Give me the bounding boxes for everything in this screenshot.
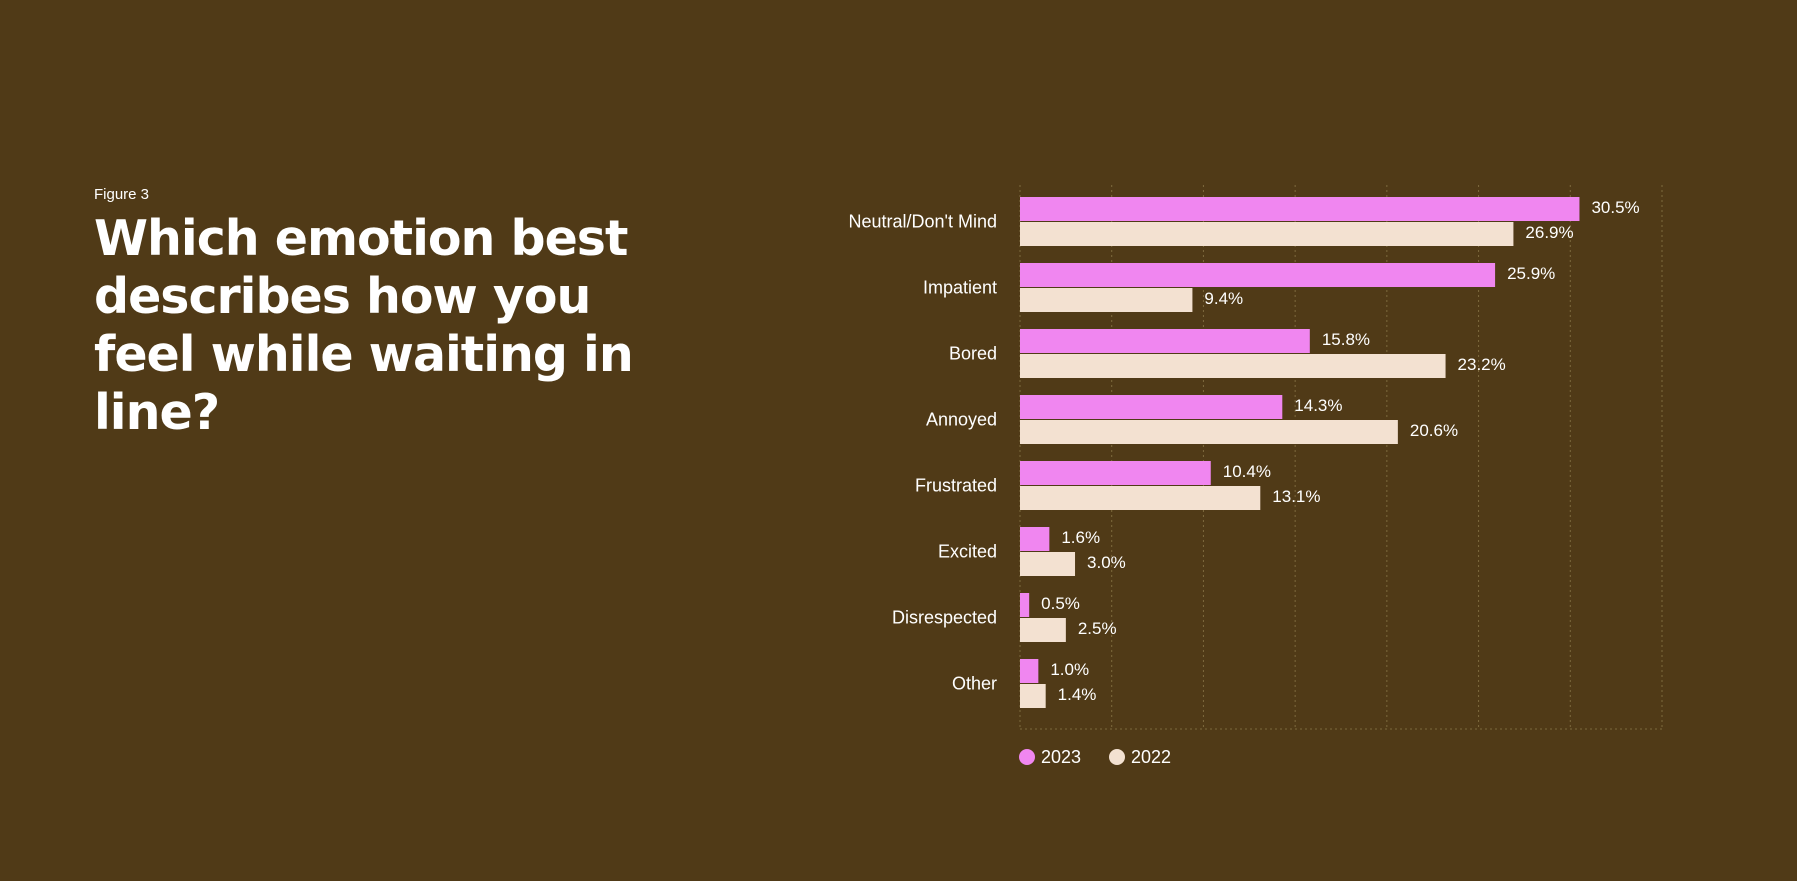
data-label-2023: 15.8% bbox=[1322, 330, 1370, 349]
category-label: Disrespected bbox=[892, 608, 997, 628]
data-label-2022: 2.5% bbox=[1078, 619, 1117, 638]
data-label-2022: 23.2% bbox=[1458, 355, 1506, 374]
legend-swatch-2022 bbox=[1109, 749, 1125, 765]
bar-2022 bbox=[1020, 288, 1193, 312]
data-label-2023: 1.6% bbox=[1061, 528, 1100, 547]
bar-2022 bbox=[1020, 618, 1066, 642]
category-label: Excited bbox=[938, 542, 997, 562]
legend-label-2023: 2023 bbox=[1041, 747, 1081, 767]
data-label-2023: 25.9% bbox=[1507, 264, 1555, 283]
data-label-2023: 1.0% bbox=[1050, 660, 1089, 679]
legend-label-2022: 2022 bbox=[1131, 747, 1171, 767]
category-label: Bored bbox=[949, 344, 997, 364]
bar-2023 bbox=[1020, 659, 1039, 683]
bar-2022 bbox=[1020, 552, 1076, 576]
category-label: Other bbox=[952, 674, 997, 694]
data-label-2023: 14.3% bbox=[1294, 396, 1342, 415]
bar-2023 bbox=[1020, 593, 1030, 617]
data-label-2022: 26.9% bbox=[1525, 223, 1573, 242]
bar-2022 bbox=[1020, 486, 1261, 510]
bar-2022 bbox=[1020, 420, 1398, 444]
data-label-2023: 30.5% bbox=[1591, 198, 1639, 217]
bar-2023 bbox=[1020, 197, 1580, 221]
data-label-2022: 20.6% bbox=[1410, 421, 1458, 440]
bar-2022 bbox=[1020, 222, 1514, 246]
data-label-2022: 13.1% bbox=[1272, 487, 1320, 506]
category-label: Frustrated bbox=[915, 476, 997, 496]
legend-swatch-2023 bbox=[1019, 749, 1035, 765]
figure-label: Figure 3 bbox=[94, 186, 150, 203]
bar-2023 bbox=[1020, 527, 1050, 551]
category-label: Impatient bbox=[923, 278, 997, 298]
chart-title: Which emotion best describes how you fee… bbox=[94, 210, 634, 441]
category-label: Annoyed bbox=[926, 410, 997, 430]
bar-2022 bbox=[1020, 684, 1046, 708]
data-label-2022: 3.0% bbox=[1087, 553, 1126, 572]
data-label-2023: 10.4% bbox=[1223, 462, 1271, 481]
data-label-2023: 0.5% bbox=[1041, 594, 1080, 613]
bar-2023 bbox=[1020, 395, 1283, 419]
data-label-2022: 9.4% bbox=[1204, 289, 1243, 308]
bar-2023 bbox=[1020, 461, 1211, 485]
bar-2023 bbox=[1020, 329, 1310, 353]
data-label-2022: 1.4% bbox=[1058, 685, 1097, 704]
category-label: Neutral/Don't Mind bbox=[849, 212, 998, 232]
bar-2023 bbox=[1020, 263, 1496, 287]
bar-2022 bbox=[1020, 354, 1446, 378]
